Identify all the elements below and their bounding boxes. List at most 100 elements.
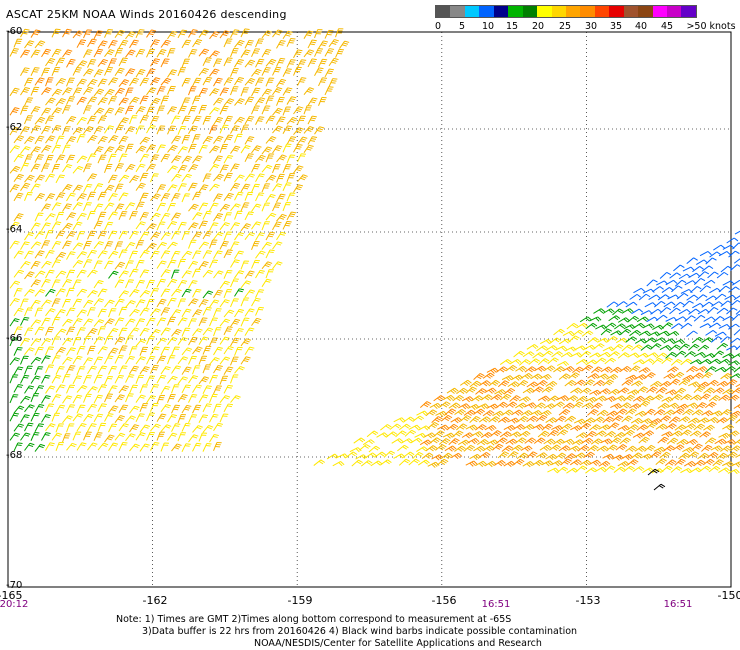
wind-barb <box>13 326 23 336</box>
wind-barb <box>55 423 64 433</box>
wind-barb <box>653 337 666 343</box>
wind-barb <box>156 144 166 154</box>
wind-barb <box>108 327 119 337</box>
wind-barb <box>676 438 689 446</box>
wind-barb <box>114 261 126 270</box>
wind-barb <box>135 48 146 58</box>
wind-barb <box>251 48 261 58</box>
wind-barb <box>712 459 724 467</box>
wind-barb <box>72 242 84 251</box>
wind-barb <box>543 365 556 372</box>
wind-barb <box>400 438 413 444</box>
wind-barb <box>87 173 98 182</box>
wind-barb <box>160 232 171 241</box>
wind-barb <box>234 174 245 183</box>
wind-barb <box>125 355 135 365</box>
wind-barb <box>97 288 108 297</box>
wind-barb <box>114 298 125 307</box>
wind-barb <box>24 347 35 356</box>
wind-barb <box>167 69 178 78</box>
wind-barb <box>589 424 601 431</box>
wind-barb <box>114 374 124 384</box>
wind-barb <box>93 336 104 345</box>
wind-barb <box>255 289 265 298</box>
wind-barb <box>633 287 646 294</box>
wind-barb <box>160 153 171 163</box>
wind-barb <box>167 30 178 40</box>
wind-barb <box>234 116 245 125</box>
wind-barb <box>139 192 149 202</box>
wind-barb <box>617 461 630 468</box>
wind-barb <box>146 375 156 385</box>
wind-barb <box>177 29 188 39</box>
wind-barb <box>219 203 231 212</box>
wind-barb <box>276 231 287 241</box>
wind-barb <box>66 307 76 317</box>
wind-barb <box>722 280 735 286</box>
wind-barb <box>146 317 156 327</box>
wind-barb <box>282 163 292 173</box>
wind-barb <box>579 350 592 358</box>
wind-barb <box>345 451 358 458</box>
wind-barb <box>718 323 731 329</box>
wind-barb <box>41 163 50 173</box>
wind-barb <box>234 232 245 241</box>
wind-barb <box>230 182 241 192</box>
wind-barb <box>433 395 446 402</box>
wind-barb <box>118 39 129 49</box>
wind-barb <box>725 379 738 386</box>
wind-barb <box>621 344 633 352</box>
wind-barb <box>535 452 548 459</box>
wind-barb <box>129 424 140 433</box>
wind-barb <box>13 173 24 182</box>
wind-barb <box>188 182 198 192</box>
wind-barb <box>139 307 150 316</box>
wind-barb <box>303 30 314 39</box>
wind-barb <box>167 393 176 403</box>
wind-barb <box>118 345 128 355</box>
wind-barb <box>118 385 130 394</box>
wind-barb <box>34 270 46 279</box>
wind-barb <box>686 294 699 301</box>
wind-barb <box>729 445 740 452</box>
wind-barb <box>638 367 651 374</box>
wind-barb <box>507 417 520 424</box>
wind-barb <box>558 445 571 452</box>
wind-barb <box>685 438 698 446</box>
wind-barb <box>625 445 637 452</box>
wind-barb <box>465 386 477 394</box>
wind-barb <box>244 115 255 125</box>
wind-barb <box>177 221 187 231</box>
wind-barb <box>659 271 672 279</box>
wind-barb <box>251 87 261 97</box>
wind-barb <box>108 135 119 144</box>
wind-barb <box>41 260 52 269</box>
wind-barb <box>30 412 40 422</box>
wind-barb <box>265 269 274 279</box>
wind-barb <box>230 298 239 308</box>
wind-barb <box>712 316 725 323</box>
wind-barb <box>240 356 251 365</box>
wind-barb <box>513 350 525 358</box>
wind-barb <box>219 124 229 134</box>
wind-barb <box>171 135 182 144</box>
wind-barb <box>286 211 297 221</box>
wind-barb <box>435 444 447 451</box>
wind-barb <box>402 416 415 423</box>
lon-label: -159 <box>287 594 313 607</box>
wind-barb <box>651 357 664 365</box>
lon-label: -153 <box>575 594 601 607</box>
wind-barb <box>83 413 94 422</box>
wind-barb <box>45 97 56 106</box>
wind-barb <box>570 387 583 394</box>
wind-barb <box>97 115 108 124</box>
wind-barb <box>45 249 55 259</box>
wind-barb <box>135 356 146 365</box>
wind-barb <box>181 115 191 125</box>
wind-barb <box>619 402 632 409</box>
wind-barb <box>219 356 231 365</box>
wind-barb <box>568 335 580 343</box>
wind-barb <box>497 416 510 423</box>
wind-barb <box>51 259 61 268</box>
wind-barb <box>648 294 661 300</box>
